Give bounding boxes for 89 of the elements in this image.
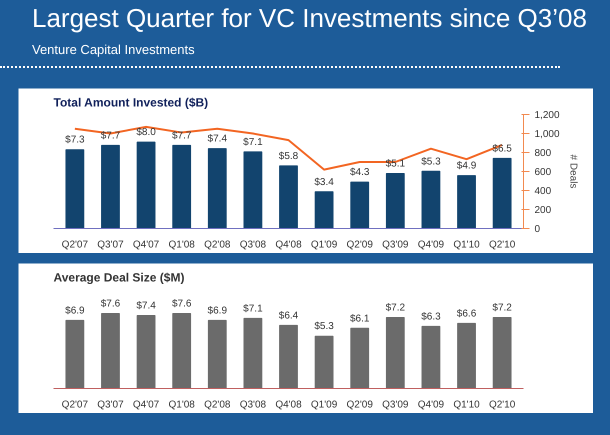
y2-tick-label: 400 (534, 186, 552, 197)
bar (136, 142, 156, 228)
data-label: $3.4 (314, 176, 334, 188)
bar (279, 324, 298, 388)
bar (243, 151, 262, 228)
x-tick-label: Q3'09 (382, 400, 409, 410)
x-tick-label: Q4'07 (132, 240, 160, 250)
bar (65, 149, 84, 228)
x-tick-label: Q4'08 (275, 240, 302, 250)
data-label: $7.7 (172, 130, 192, 142)
bar (350, 182, 370, 228)
text: Largest Quarter for VC Investments since Q3’08 (32, 2, 587, 35)
x-tick-label: Q1'10 (453, 240, 480, 250)
data-label: $6.4 (278, 310, 299, 322)
data-label: $6.5 (492, 143, 512, 154)
bar (457, 175, 476, 228)
x-tick-label: Q4'09 (418, 240, 445, 250)
data-label: $6.6 (456, 308, 477, 320)
data-label: $7.3 (65, 134, 86, 146)
x-tick-label: Q4'08 (275, 400, 302, 410)
x-tick-label: Q2'09 (346, 400, 374, 410)
x-tick-label: Q2'07 (62, 240, 88, 250)
bar (492, 158, 512, 228)
x-tick-label: Q1'09 (310, 400, 338, 410)
x-tick-label: Q3'09 (382, 240, 409, 250)
data-label: $5.3 (421, 156, 442, 168)
data-label: $7.1 (243, 136, 264, 148)
bar (422, 326, 440, 388)
x-tick-label: Q1'08 (168, 400, 196, 410)
x-tick-label: Q1'10 (453, 400, 480, 410)
y2-tick-label: 1,000 (534, 129, 560, 140)
x-tick-label: Q2'08 (204, 400, 231, 410)
data-label: $6.1 (350, 313, 370, 324)
bar (172, 313, 192, 388)
bar (208, 320, 227, 388)
bar (136, 314, 156, 388)
data-label: $7.2 (492, 302, 512, 314)
bar (350, 328, 370, 388)
data-label: $8.0 (136, 127, 156, 138)
bar (101, 144, 120, 228)
x-tick-label: Q3'07 (97, 400, 124, 410)
bar (457, 322, 476, 388)
x-tick-label: Q2'09 (346, 240, 374, 250)
data-label: $6.3 (421, 311, 442, 322)
bar (101, 313, 120, 388)
x-tick-label: Q2'07 (62, 400, 88, 410)
data-label: $7.6 (172, 298, 192, 310)
bar (386, 316, 405, 388)
x-tick-label: Q3'07 (97, 240, 124, 250)
bar (243, 318, 262, 388)
bar (65, 320, 84, 388)
data-label: $4.3 (350, 167, 370, 178)
bar (208, 148, 227, 228)
x-tick-label: Q2'10 (488, 400, 516, 410)
y2-tick-label: 1,200 (534, 110, 560, 121)
bar (279, 165, 298, 228)
data-label: $7.1 (243, 303, 264, 314)
data-label: $7.2 (386, 302, 406, 314)
x-tick-label: Q4'07 (132, 400, 160, 410)
y2-axis-title: # Deals (568, 154, 579, 188)
data-label: $5.3 (314, 321, 334, 332)
chart-title: Total Amount Invested ($B) (54, 96, 208, 110)
x-tick-label: Q1'09 (310, 240, 338, 250)
data-label: $7.7 (100, 130, 121, 142)
data-label: $7.6 (100, 298, 121, 310)
bar (422, 170, 440, 228)
bar (314, 336, 334, 388)
data-label: $6.9 (208, 305, 228, 316)
y2-tick-label: 0 (534, 224, 540, 235)
data-label: $4.9 (456, 160, 477, 172)
data-label: $7.4 (208, 134, 228, 145)
x-tick-label: Q3'08 (240, 400, 267, 410)
x-tick-label: Q3'08 (240, 240, 267, 250)
x-tick-label: Q2'10 (488, 240, 516, 250)
bar (386, 172, 405, 228)
bar (492, 316, 512, 388)
y2-tick-label: 800 (534, 148, 552, 159)
y2-tick-label: 600 (534, 167, 552, 178)
bar (172, 144, 192, 228)
chart-title: Average Deal Size ($M) (54, 270, 184, 284)
x-tick-label: Q2'08 (204, 240, 231, 250)
data-label: $6.9 (65, 305, 86, 316)
text: Venture Capital Investments (32, 41, 196, 60)
y2-tick-label: 200 (534, 205, 552, 216)
bar (314, 191, 334, 228)
x-tick-label: Q1'08 (168, 240, 196, 250)
x-tick-label: Q4'09 (418, 400, 445, 410)
data-label: $5.8 (278, 150, 299, 162)
data-label: $7.4 (136, 300, 156, 312)
